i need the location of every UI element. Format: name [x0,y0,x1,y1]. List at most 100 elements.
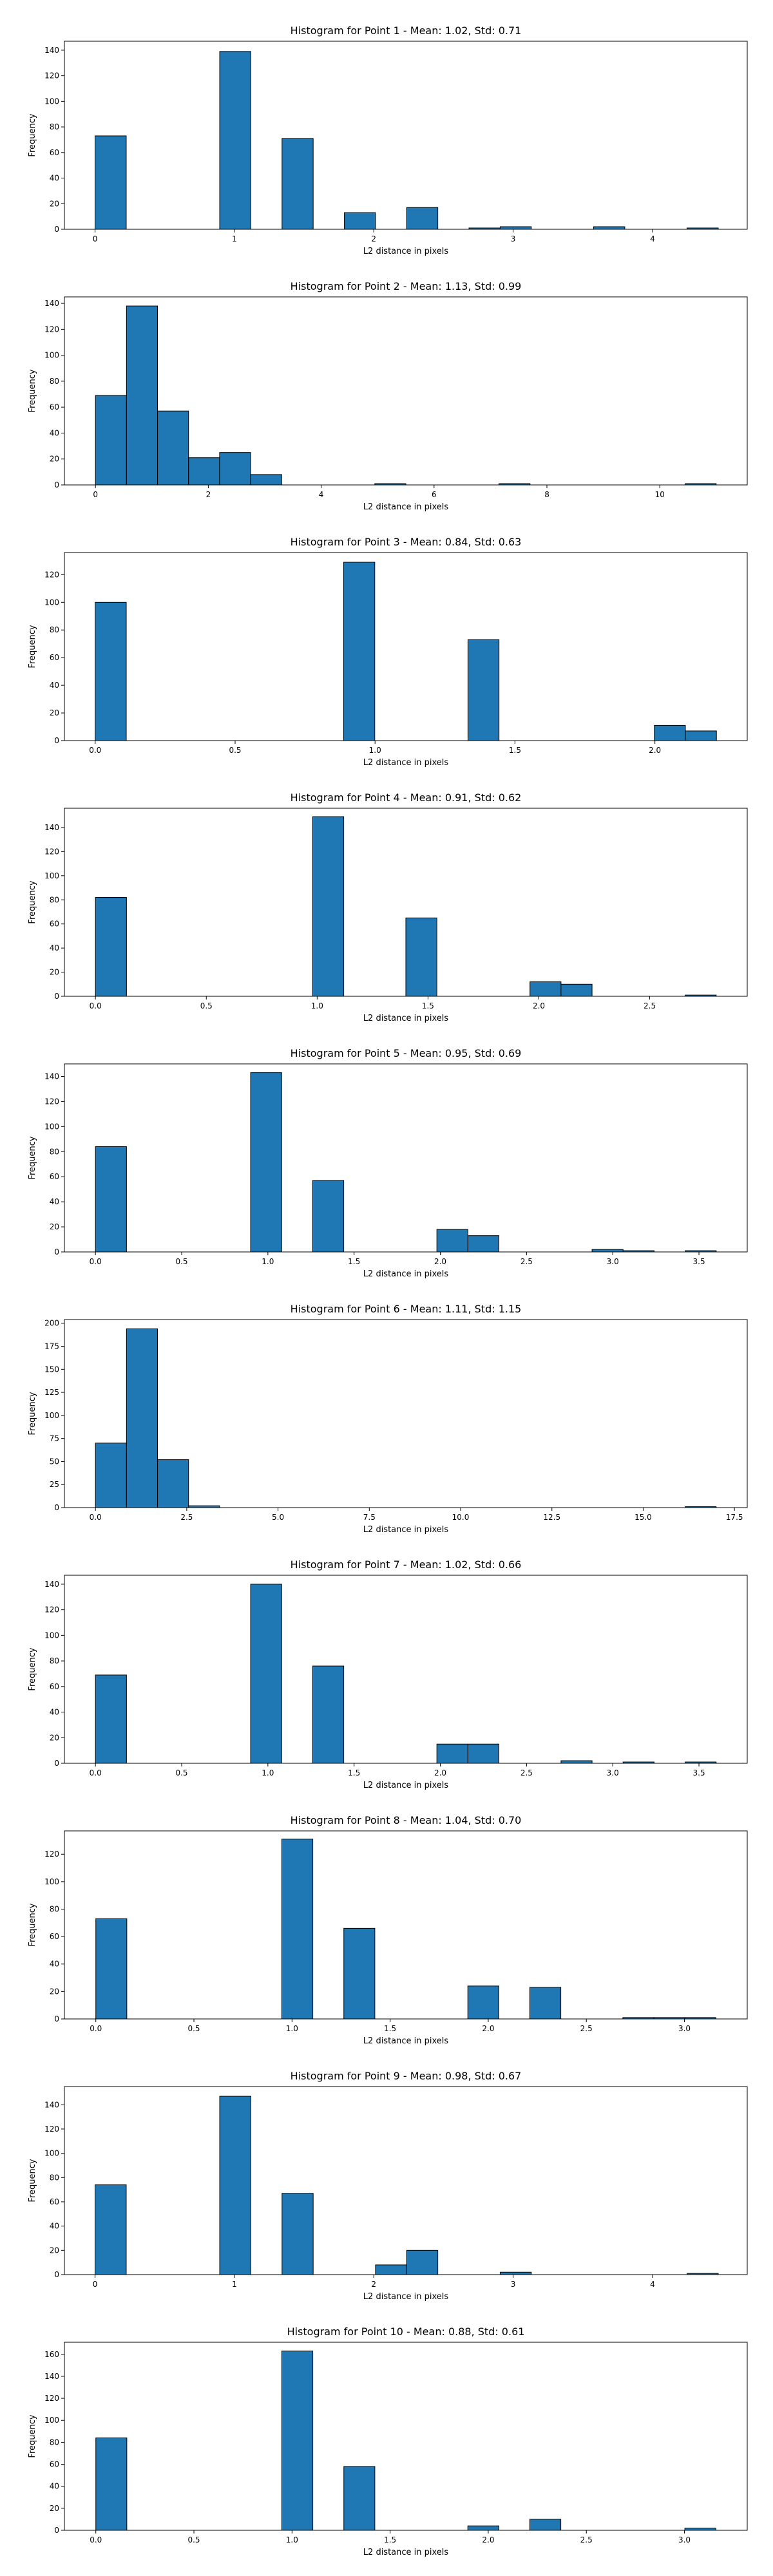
x-tick-label: 5.0 [272,1513,284,1522]
x-tick-label: 1.5 [509,746,521,755]
histogram-bar [250,1072,282,1253]
x-tick-label: 8 [544,490,549,499]
histogram-bar [250,474,282,486]
histogram-panel-2: Histogram for Point 2 - Mean: 1.13, Std:… [28,280,748,512]
x-tick-label: 1 [232,2280,237,2289]
y-tick-label: 140 [44,1580,59,1589]
histogram-bar [312,816,345,997]
histogram-bar [343,562,376,741]
y-tick-label: 40 [50,1708,59,1717]
x-axis-label: L2 distance in pixels [363,2292,449,2302]
y-tick-label: 40 [50,681,59,690]
histogram-bar [685,730,717,741]
histogram-bar [281,1839,314,2020]
x-axis-label: L2 distance in pixels [363,1269,449,1279]
y-tick-label: 120 [44,847,59,856]
y-tick-label: 60 [50,148,59,157]
histogram-panel-5: Histogram for Point 5 - Mean: 0.95, Std:… [28,1047,748,1279]
y-axis-label: Frequency [28,2414,37,2458]
histogram-bar [591,1249,624,1253]
y-tick-label: 120 [44,325,59,334]
x-tick-label: 2 [371,2280,376,2289]
x-tick-label: 4 [319,490,324,499]
axes-frame [64,1830,748,2020]
x-tick-label: 1.0 [369,746,381,755]
y-tick-label: 20 [50,455,59,464]
x-tick-label: 0.0 [90,1001,102,1010]
x-tick-label: 0.5 [187,2024,200,2033]
chart-title: Histogram for Point 4 - Mean: 0.91, Std:… [291,791,522,804]
y-tick-label: 100 [44,871,59,880]
y-tick-label: 60 [50,1932,59,1941]
x-tick-label: 2.0 [434,1768,446,1777]
histogram-bar [250,1584,282,1764]
y-tick-label: 175 [44,1342,59,1351]
x-tick-label: 0.0 [89,746,101,755]
histogram-bar [467,639,500,741]
x-tick-label: 15.0 [635,1513,652,1522]
y-tick-label: 40 [50,1197,59,1206]
y-axis-label: Frequency [28,369,37,412]
y-tick-label: 60 [50,1682,59,1691]
y-tick-label: 140 [44,1072,59,1081]
y-tick-label: 60 [50,402,59,412]
histogram-bar [654,724,686,741]
chart-title: Histogram for Point 5 - Mean: 0.95, Std:… [291,1047,522,1059]
x-tick-label: 1.0 [311,1001,323,1010]
x-tick-label: 10.0 [452,1513,470,1522]
y-tick-label: 40 [50,1960,59,1969]
histogram-bar [219,51,251,230]
x-tick-label: 12.5 [543,1513,560,1522]
histogram-panel-8: Histogram for Point 8 - Mean: 1.04, Std:… [28,1814,748,2046]
y-tick-label: 0 [54,2270,59,2279]
y-tick-label: 80 [50,625,59,634]
y-tick-label: 140 [44,823,59,832]
x-tick-label: 1.5 [348,1257,360,1266]
x-tick-label: 0.0 [90,2024,102,2033]
y-tick-label: 0 [54,1759,59,1768]
y-tick-label: 0 [54,992,59,1001]
y-tick-label: 100 [44,1411,59,1420]
x-tick-label: 0.5 [229,746,241,755]
histogram-bar [530,981,562,997]
chart-title: Histogram for Point 2 - Mean: 1.13, Std:… [291,280,522,292]
x-tick-label: 2.5 [644,1001,656,1010]
histogram-bar [282,138,314,230]
histogram-panel-4: Histogram for Point 4 - Mean: 0.91, Std:… [28,791,748,1023]
x-tick-label: 2.0 [434,1257,446,1266]
y-tick-label: 125 [44,1388,59,1397]
axes-frame [64,1063,748,1253]
histogram-bar [467,1743,500,1764]
y-tick-label: 120 [44,1850,59,1859]
x-tick-label: 0.5 [175,1768,187,1777]
histogram-bar [95,395,127,486]
histogram-bar [126,1328,158,1508]
x-tick-label: 2 [371,234,376,243]
x-tick-label: 2.5 [520,1257,533,1266]
x-tick-label: 10 [655,490,665,499]
y-tick-label: 40 [50,174,59,183]
x-tick-label: 3.5 [693,1257,705,1266]
x-axis-label: L2 distance in pixels [363,247,449,256]
y-tick-label: 40 [50,428,59,437]
histogram-bar [126,305,158,486]
x-tick-label: 0.5 [200,1001,213,1010]
y-tick-label: 20 [50,2504,59,2513]
axes-frame [64,2086,748,2275]
axes-frame [64,41,748,230]
y-axis-label: Frequency [28,1903,37,1946]
axes-frame [64,552,748,741]
x-tick-label: 1.0 [286,2535,298,2544]
x-tick-label: 2.0 [533,1001,545,1010]
y-tick-label: 120 [44,2394,59,2403]
x-tick-label: 4 [650,2280,655,2289]
x-tick-label: 2.0 [482,2024,494,2033]
x-tick-label: 0.0 [90,2535,102,2544]
y-tick-label: 100 [44,2416,59,2425]
y-tick-label: 120 [44,1097,59,1106]
y-tick-label: 50 [50,1457,59,1466]
x-tick-label: 0.5 [187,2535,200,2544]
histogram-bar [593,226,625,230]
y-tick-label: 0 [54,1247,59,1256]
